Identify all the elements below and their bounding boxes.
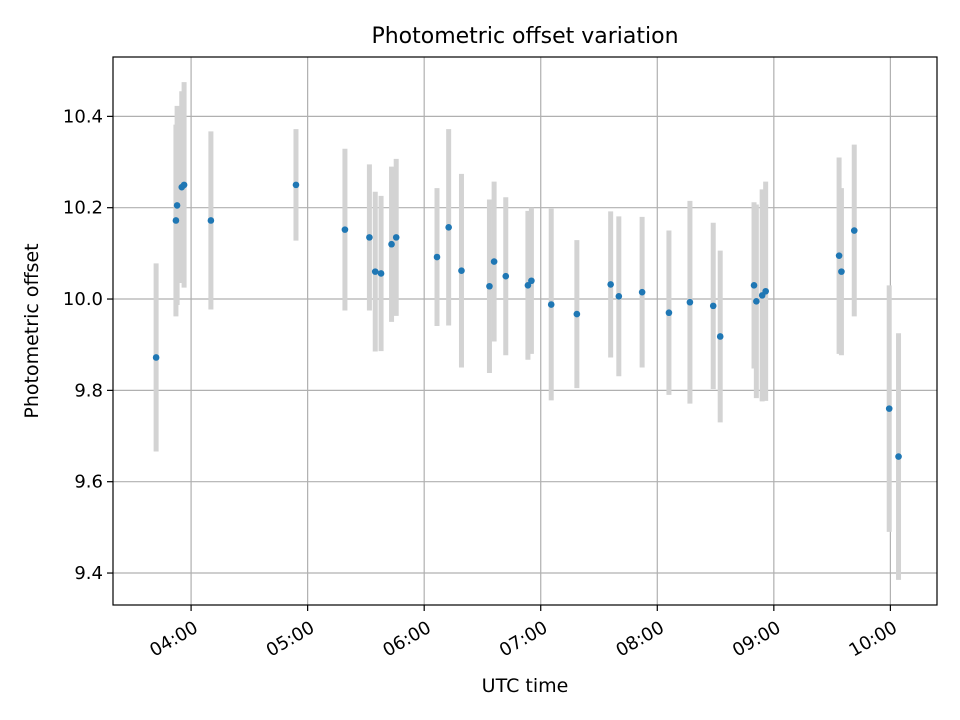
y-axis-label: Photometric offset bbox=[21, 243, 43, 418]
data-point bbox=[207, 217, 215, 224]
data-point bbox=[366, 234, 373, 241]
data-point bbox=[172, 217, 180, 224]
x-axis-label: UTC time bbox=[482, 675, 569, 697]
data-point bbox=[665, 309, 673, 317]
y-tick-label: 9.6 bbox=[74, 472, 103, 493]
data-point bbox=[173, 202, 181, 209]
y-tick-label: 10.4 bbox=[63, 106, 103, 127]
data-point bbox=[686, 298, 694, 306]
y-tick-label: 10.2 bbox=[63, 198, 103, 219]
data-point bbox=[371, 268, 379, 275]
data-point bbox=[180, 181, 188, 189]
data-point bbox=[885, 405, 893, 412]
data-point bbox=[615, 292, 623, 300]
data-point bbox=[392, 234, 400, 241]
y-tick-label: 9.4 bbox=[74, 563, 103, 584]
data-point bbox=[388, 240, 395, 248]
chart-title: Photometric offset variation bbox=[371, 24, 678, 49]
data-point bbox=[573, 310, 581, 318]
data-point bbox=[528, 277, 535, 285]
data-points bbox=[152, 181, 902, 460]
data-point bbox=[709, 302, 717, 310]
data-point bbox=[547, 301, 555, 308]
plot-frame bbox=[112, 56, 938, 606]
data-point bbox=[638, 288, 646, 296]
data-point bbox=[486, 282, 493, 290]
y-axis-ticks: 9.4 9.6 9.8 10.0 10.2 10.4 bbox=[63, 106, 113, 584]
data-point bbox=[377, 270, 385, 277]
data-point bbox=[524, 282, 532, 289]
data-point bbox=[341, 226, 349, 233]
data-point bbox=[292, 181, 300, 189]
data-point bbox=[835, 252, 843, 259]
data-point bbox=[607, 281, 614, 288]
data-point bbox=[762, 287, 769, 295]
data-point bbox=[838, 268, 845, 275]
data-point bbox=[490, 258, 498, 265]
data-point bbox=[753, 298, 760, 305]
data-point bbox=[152, 354, 160, 361]
data-point bbox=[502, 272, 510, 280]
data-point bbox=[850, 227, 858, 234]
data-point bbox=[458, 267, 465, 275]
data-point bbox=[445, 224, 452, 231]
data-point bbox=[750, 282, 758, 289]
y-tick-label: 10.0 bbox=[63, 289, 103, 310]
data-point bbox=[716, 333, 724, 340]
grid bbox=[113, 57, 937, 605]
data-point bbox=[895, 453, 902, 460]
data-point bbox=[433, 253, 441, 261]
y-tick-label: 9.8 bbox=[74, 380, 103, 401]
